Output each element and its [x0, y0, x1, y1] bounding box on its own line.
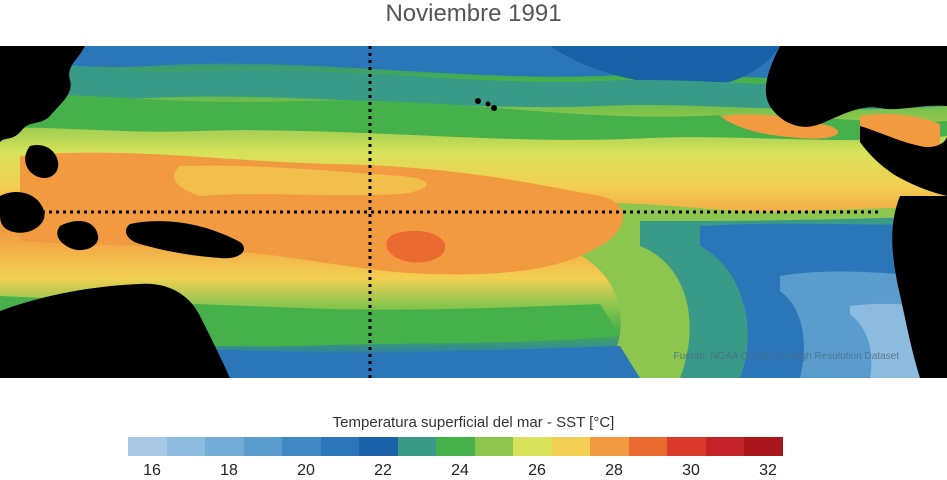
- colorbar-segment: [128, 437, 167, 456]
- colorbar-tick-label: 16: [143, 462, 161, 479]
- colorbar-segment: [551, 437, 590, 456]
- source-credit: Fuente: NOAA OI SST V2 High Resolution D…: [673, 351, 899, 362]
- colorbar-tick-label: 20: [297, 462, 315, 479]
- colorbar-segment: [474, 437, 513, 456]
- colorbar-segment: [359, 437, 398, 456]
- colorbar-segment: [397, 437, 436, 456]
- sst-map: [0, 46, 947, 378]
- colorbar-segment: [513, 437, 552, 456]
- colorbar-tick-label: 28: [605, 462, 623, 479]
- colorbar-segment: [205, 437, 244, 456]
- colorbar-tick-label: 18: [220, 462, 238, 479]
- land-north-america: [765, 46, 947, 127]
- land-hawaii: [485, 101, 491, 107]
- land-sulawesi: [57, 221, 99, 251]
- colorbar-tick-label: 22: [374, 462, 392, 479]
- colorbar-segment: [590, 437, 629, 456]
- land-hawaii: [491, 105, 497, 111]
- colorbar-segment: [282, 437, 321, 456]
- colorbar: [128, 437, 783, 456]
- land-south-america: [892, 196, 947, 378]
- colorbar-ticks: 16 18 20 22 24 26 28 30 32: [0, 462, 947, 480]
- colorbar-segment: [436, 437, 475, 456]
- sst-band: [386, 230, 446, 263]
- sst-band: [550, 46, 780, 87]
- colorbar-segment: [744, 437, 783, 456]
- land-asia: [0, 46, 85, 142]
- colorbar-tick-label: 26: [528, 462, 546, 479]
- colorbar-segment: [243, 437, 282, 456]
- land-central-america: [860, 126, 947, 196]
- land-hawaii: [475, 98, 481, 104]
- colorbar-tick-label: 24: [451, 462, 469, 479]
- colorbar-segment: [166, 437, 205, 456]
- sst-band: [174, 165, 427, 196]
- colorbar-segment: [628, 437, 667, 456]
- colorbar-title: Temperatura superficial del mar - SST [°…: [332, 414, 615, 431]
- land-new-guinea: [125, 221, 244, 259]
- colorbar-tick-label: 30: [682, 462, 700, 479]
- colorbar-segment: [705, 437, 744, 456]
- map-title: Noviembre 1991: [385, 0, 562, 27]
- colorbar-segment: [667, 437, 706, 456]
- land-australia: [0, 283, 230, 378]
- sst-band: [0, 94, 947, 141]
- sst-band: [720, 114, 839, 139]
- sst-band: [0, 62, 947, 110]
- colorbar-segment: [320, 437, 359, 456]
- land-philippines: [25, 144, 59, 179]
- colorbar-tick-label: 32: [759, 462, 777, 479]
